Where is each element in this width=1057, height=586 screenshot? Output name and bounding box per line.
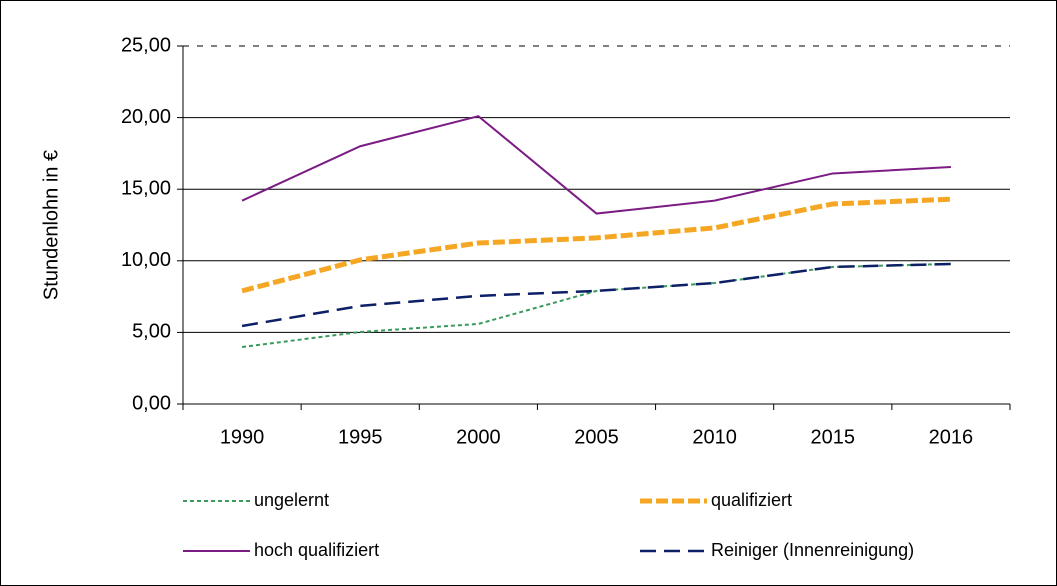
- x-tick-label: 2005: [574, 426, 619, 448]
- legend-label: hoch qualifiziert: [254, 540, 379, 560]
- series-line: [241, 196, 952, 294]
- x-tick-label: 2015: [811, 426, 856, 448]
- y-tick-label: 5,00: [132, 321, 171, 343]
- y-tick-label: 0,00: [132, 392, 171, 414]
- y-tick-label: 25,00: [121, 34, 171, 56]
- legend-label: qualifiziert: [711, 490, 792, 510]
- series-line: [241, 262, 951, 348]
- x-tick-label: 2016: [929, 426, 974, 448]
- x-tick-label: 2010: [692, 426, 737, 448]
- y-axis-label: Stundenlohn in €: [40, 150, 62, 300]
- y-tick-label: 10,00: [121, 249, 171, 271]
- legend-label: Reiniger (Innenreinigung): [711, 540, 914, 560]
- x-tick-label: 1990: [220, 426, 265, 448]
- x-tick-label: 1995: [338, 426, 383, 448]
- x-tick-label: 2000: [456, 426, 501, 448]
- y-tick-label: 20,00: [121, 106, 171, 128]
- y-tick-label: 15,00: [121, 177, 171, 199]
- series-line: [241, 115, 951, 215]
- legend-label: ungelernt: [254, 490, 329, 510]
